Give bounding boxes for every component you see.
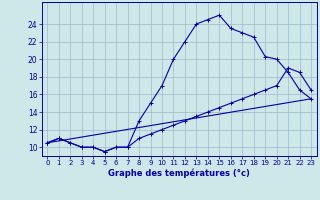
X-axis label: Graphe des températures (°c): Graphe des températures (°c) (108, 169, 250, 178)
